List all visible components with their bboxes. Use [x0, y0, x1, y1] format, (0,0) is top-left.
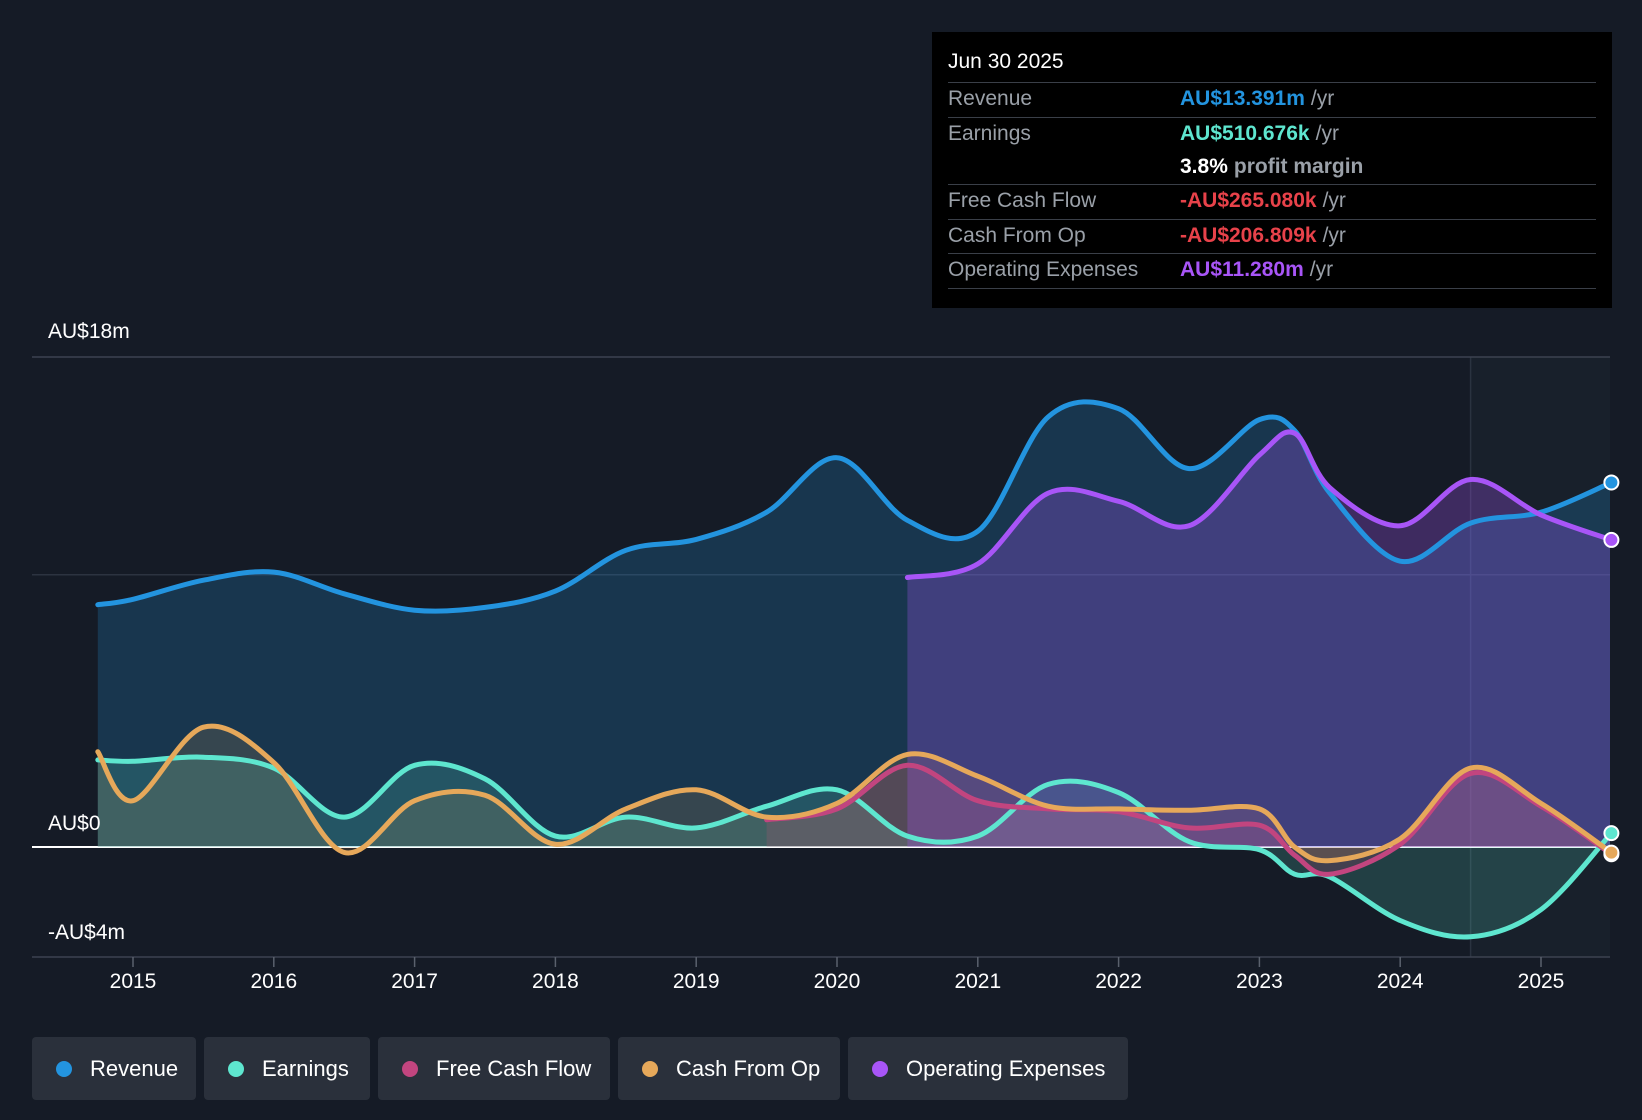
legend-item-revenue[interactable]: Revenue	[32, 1037, 196, 1100]
tooltip-value: AU$13.391m/yr	[1180, 87, 1335, 110]
legend-item-free-cash-flow[interactable]: Free Cash Flow	[378, 1037, 610, 1100]
x-tick-label: 2022	[1095, 970, 1142, 993]
y-tick-label-top: AU$18m	[48, 320, 130, 343]
forecast-highlight-region	[1470, 357, 1610, 957]
tooltip-row-cash-from-op: Cash From Op -AU$206.809k/yr	[948, 219, 1596, 254]
tooltip-row-earnings: Earnings AU$510.676k/yr	[948, 117, 1596, 152]
tooltip-value: AU$510.676k/yr	[1180, 122, 1339, 145]
x-tick-label: 2019	[672, 970, 720, 993]
operating-expenses-dot-icon	[872, 1061, 888, 1077]
y-tick-label-zero: AU$0	[48, 812, 101, 835]
free-cash-flow-line	[764, 762, 1610, 877]
tooltip-row-margin: 3.8% profit margin	[948, 151, 1596, 185]
tooltip-value: AU$11.280m/yr	[1180, 258, 1334, 281]
tooltip-label: Operating Expenses	[948, 258, 1139, 281]
free-cash-flow-dot-icon	[402, 1061, 418, 1077]
legend-label: Earnings	[262, 1056, 349, 1081]
operating-expenses-endpoint	[1603, 531, 1620, 548]
x-tick-label: 2023	[1236, 970, 1283, 993]
earnings-line	[95, 754, 1610, 940]
legend-label: Revenue	[90, 1056, 179, 1081]
operating-expenses-area	[907, 431, 1610, 847]
legend-item-cash-from-op[interactable]: Cash From Op	[618, 1037, 840, 1100]
tooltip-label: Revenue	[948, 87, 1033, 110]
x-tick-label: 2018	[532, 970, 579, 993]
tooltip-panel: Jun 30 2025 Revenue AU$13.391m/yr Earnin…	[932, 32, 1612, 308]
revenue-dot-icon	[56, 1061, 72, 1077]
tooltip-label: Free Cash Flow	[948, 189, 1097, 212]
x-tick-label: 2025	[1517, 970, 1565, 993]
x-tick-label: 2021	[954, 970, 1002, 993]
earnings-endpoint	[1603, 825, 1620, 842]
cash-from-op-dot-icon	[642, 1061, 658, 1077]
revenue-endpoint	[1603, 474, 1620, 491]
revenue-line	[95, 399, 1610, 614]
x-tick-label: 2024	[1376, 970, 1424, 993]
tooltip-value: 3.8% profit margin	[1180, 155, 1364, 178]
legend-item-operating-expenses[interactable]: Operating Expenses	[848, 1037, 1128, 1100]
tooltip-label: Earnings	[948, 122, 1031, 145]
tooltip-row-operating-expenses: Operating Expenses AU$11.280m/yr	[948, 253, 1596, 289]
x-tick-label: 2016	[250, 970, 298, 993]
tooltip-value: -AU$206.809k/yr	[1180, 224, 1346, 247]
legend-label: Free Cash Flow	[436, 1056, 592, 1081]
tooltip-value: -AU$265.080k/yr	[1180, 189, 1346, 212]
legend-label: Cash From Op	[676, 1056, 821, 1081]
earnings-area	[97, 757, 1610, 938]
x-tick-label: 2015	[109, 970, 157, 993]
y-tick-label-bottom: -AU$4m	[48, 921, 126, 944]
x-tick-label: 2017	[391, 970, 438, 993]
earnings-dot-icon	[228, 1061, 244, 1077]
tooltip-date: Jun 30 2025	[948, 50, 1064, 73]
legend-label: Operating Expenses	[906, 1056, 1106, 1081]
operating-expenses-line	[904, 429, 1610, 580]
legend-item-earnings[interactable]: Earnings	[204, 1037, 370, 1100]
tooltip-row-revenue: Revenue AU$13.391m/yr	[948, 82, 1596, 117]
tooltip-label: Cash From Op	[948, 224, 1086, 247]
x-tick-label: 2020	[813, 970, 861, 993]
revenue-area	[97, 401, 1610, 847]
cash-from-op-endpoint	[1603, 844, 1620, 861]
tooltip-row-free-cash-flow: Free Cash Flow -AU$265.080k/yr	[948, 184, 1596, 219]
cash-from-op-line	[95, 723, 1610, 864]
